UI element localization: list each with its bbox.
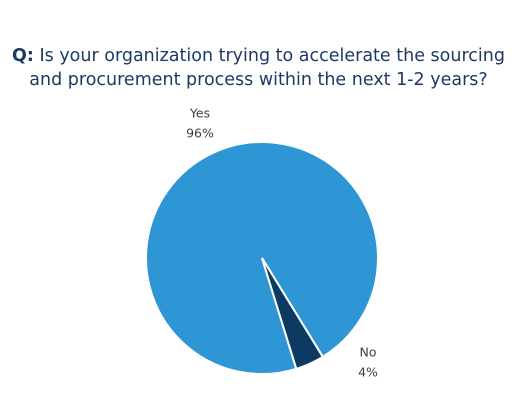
value-label: 4% [358, 365, 378, 380]
category-label: Yes [189, 106, 210, 121]
pie-slice [261, 257, 325, 371]
category-label: No [360, 345, 377, 360]
chart-title: Q: Is your organization trying to accele… [10, 44, 507, 92]
title-label: Q: [12, 46, 34, 66]
title-text: Is your organization trying to accelerat… [29, 46, 505, 90]
value-label: 96% [186, 126, 214, 141]
